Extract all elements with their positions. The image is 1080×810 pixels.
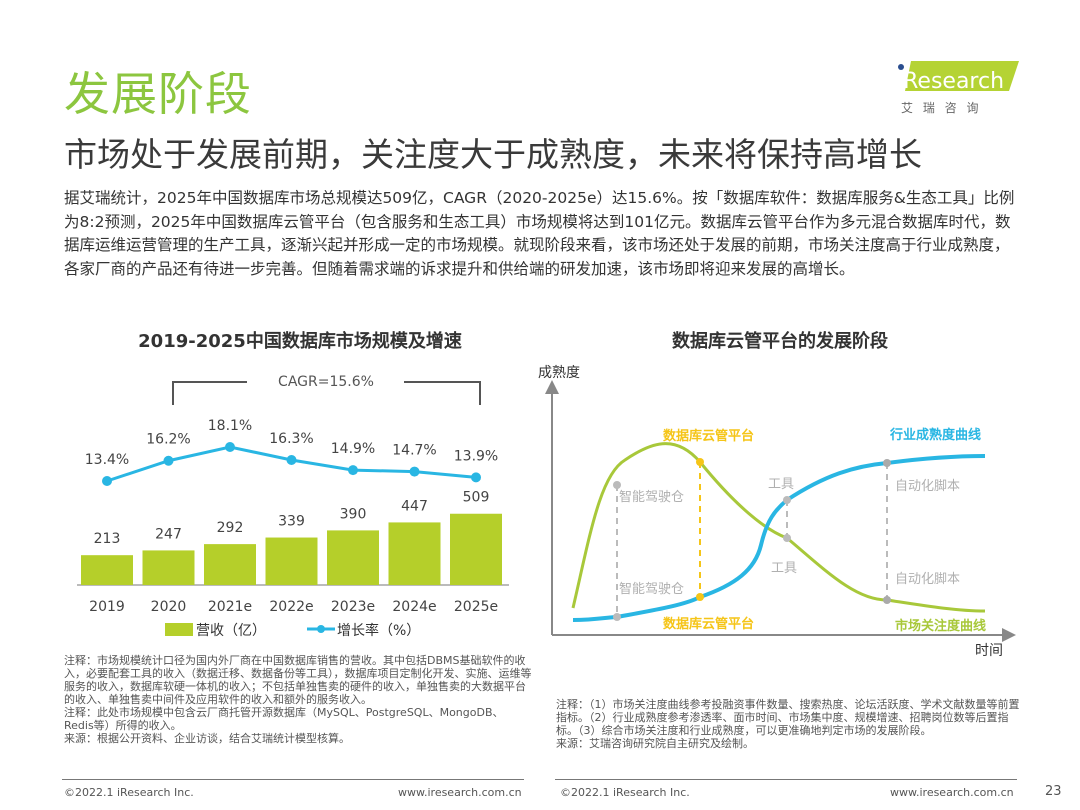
legend-growth-label: 增长率（%）	[337, 622, 420, 639]
growth-label-2019: 13.4%	[85, 452, 129, 468]
footer-copyright-left: ©2022.1 iResearch Inc.	[64, 786, 194, 799]
growth-point-2022e	[286, 455, 297, 466]
bar-2020	[142, 550, 195, 585]
bar-label-2022e: 339	[278, 514, 305, 530]
growth-point-2024e	[409, 466, 420, 477]
left-note-2: 注释：此处市场规模中包含云厂商托管开源数据库（MySQL、PostgreSQL、…	[64, 706, 504, 732]
development-stage-chart: 成熟度 时间 智能驾驶仓 智能驾驶仓 数据库云管平台 数据库云管平台 工具 工具…	[538, 365, 1016, 659]
label-scripts-lower: 自动化脚本	[895, 571, 960, 587]
footer-divider-left	[62, 779, 524, 780]
bar-label-2024e: 447	[401, 498, 428, 514]
legend-line-marker	[317, 625, 325, 633]
left-chart-title: 2019-2025中国数据库市场规模及增速	[138, 331, 462, 352]
page-title: 发展阶段	[64, 67, 252, 121]
bar-2023e	[327, 530, 379, 585]
growth-label-2024e: 14.7%	[392, 443, 436, 459]
cagr-bracket-right	[404, 381, 481, 405]
bar-label-2025e: 509	[463, 490, 490, 506]
x-tick-2019: 2019	[89, 599, 125, 615]
x-tick-2023e: 2023e	[331, 599, 375, 615]
marker-tools-upper	[783, 496, 791, 504]
bar-label-2021e: 292	[217, 520, 244, 536]
label-tools-lower: 工具	[771, 561, 797, 576]
growth-label-2020: 16.2%	[146, 432, 190, 448]
label-cockpit-lower: 智能驾驶仓	[619, 582, 684, 597]
bar-2019	[81, 555, 133, 585]
x-tick-2025e: 2025e	[454, 599, 498, 615]
left-note-1: 注释：市场规模统计口径为国内外厂商在中国数据库销售的营收。其中包括DBMS基础软…	[64, 654, 532, 706]
growth-label-2023e: 14.9%	[331, 441, 375, 457]
marker-cockpit-lower	[613, 613, 621, 621]
growth-label-2022e: 16.3%	[269, 431, 313, 447]
marker-platform-lower	[696, 593, 704, 601]
marker-cockpit-upper	[613, 481, 621, 489]
bar-2022e	[265, 537, 318, 585]
x-tick-2024e: 2024e	[392, 599, 436, 615]
bar-label-2019: 213	[94, 531, 121, 547]
cagr-bracket-left	[172, 381, 247, 405]
page-subtitle: 市场处于发展前期，关注度大于成熟度，未来将保持高增长	[64, 135, 922, 174]
marker-platform-upper	[696, 458, 704, 466]
label-platform-upper: 数据库云管平台	[663, 428, 754, 444]
bar-2024e	[388, 522, 441, 585]
iresearch-logo: iResearch 艾 瑞 咨 询	[895, 58, 1025, 118]
logo-text: iResearch	[897, 69, 1004, 94]
intro-paragraph: 据艾瑞统计，2025年中国数据库市场总规模达509亿，CAGR（2020-202…	[64, 189, 1015, 278]
growth-label-2021e: 18.1%	[208, 418, 252, 434]
growth-label-2025e: 13.9%	[454, 448, 498, 464]
logo-dot	[898, 64, 904, 70]
legend-bar-swatch	[165, 623, 193, 636]
growth-point-2019	[102, 476, 112, 486]
legend-revenue-label: 营收（亿）	[196, 623, 266, 639]
growth-point-2020	[163, 455, 174, 466]
growth-point-2025e	[471, 472, 481, 483]
growth-point-2023e	[348, 465, 358, 476]
right-chart-title: 数据库云管平台的发展阶段	[672, 331, 888, 352]
x-tick-2022e: 2022e	[269, 599, 313, 615]
logo-banner	[905, 61, 1019, 91]
y-axis-label: 成熟度	[538, 365, 580, 381]
marker-tools-lower	[783, 534, 791, 542]
bar-2025e	[450, 513, 502, 585]
bar-label-2020: 247	[155, 526, 182, 542]
logo-cn-text: 艾 瑞 咨 询	[901, 100, 981, 115]
footer-copyright-right: ©2022.1 iResearch Inc.	[560, 786, 690, 799]
right-source: 来源：艾瑞咨询研究院自主研究及绘制。	[556, 737, 754, 750]
bar-label-2023e: 390	[340, 506, 367, 522]
label-cockpit-upper: 智能驾驶仓	[619, 490, 684, 505]
label-scripts-upper: 自动化脚本	[895, 478, 960, 494]
right-notes: 注释：（1）市场关注度曲线参考投融资事件数量、搜索热度、论坛活跃度、学术文献数量…	[556, 698, 1026, 750]
growth-point-2021e	[225, 442, 235, 452]
footer-url-left[interactable]: www.iresearch.com.cn	[398, 786, 522, 799]
marker-scripts-lower	[883, 596, 891, 604]
label-platform-lower: 数据库云管平台	[663, 616, 754, 632]
x-tick-2020: 2020	[151, 599, 187, 615]
market-size-chart: CAGR=15.6% 213 247 292 339 390 447 509 13.4% 16…	[77, 374, 509, 639]
cagr-label: CAGR=15.6%	[278, 374, 374, 390]
footer-url-right[interactable]: www.iresearch.com.cn	[890, 786, 1014, 799]
marker-scripts-upper	[883, 459, 891, 467]
footer-divider-right	[555, 779, 1017, 780]
right-note-1: 注释：（1）市场关注度曲线参考投融资事件数量、搜索热度、论坛活跃度、学术文献数量…	[556, 698, 1020, 737]
page-number: 23	[1045, 784, 1062, 799]
left-notes: 注释：市场规模统计口径为国内外厂商在中国数据库销售的营收。其中包括DBMS基础软…	[64, 654, 532, 745]
x-axis-label: 时间	[975, 643, 1003, 659]
attention-curve-label: 市场关注度曲线	[895, 618, 986, 634]
left-source: 来源：根据公开资料、企业访谈，结合艾瑞统计模型核算。	[64, 732, 350, 745]
maturity-curve-label: 行业成熟度曲线	[889, 427, 981, 443]
bar-2021e	[204, 544, 256, 585]
x-tick-2021e: 2021e	[208, 599, 252, 615]
label-tools-upper: 工具	[768, 477, 794, 492]
